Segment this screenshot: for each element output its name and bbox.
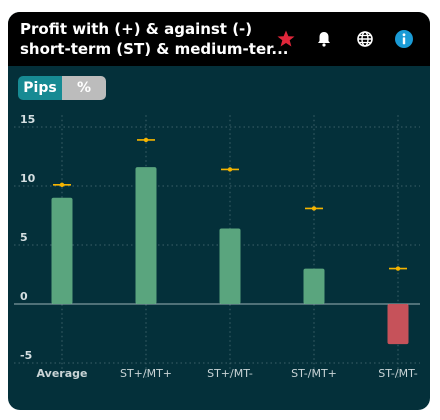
marker-dot (59, 182, 65, 188)
bar-average (51, 197, 73, 304)
y-tick-label: -5 (20, 349, 32, 362)
pips-toggle-button[interactable]: Pips (18, 76, 62, 100)
marker-dot (143, 137, 149, 143)
x-tick-label: ST+/MT- (207, 367, 253, 380)
bar-st-mt- (135, 167, 157, 304)
info-icon[interactable] (394, 29, 414, 49)
bar-st-mt- (219, 228, 241, 304)
marker-dot (227, 167, 233, 172)
title-line-2: short-term (ST) & medium-ter... (20, 40, 289, 58)
bar-st-mt- (387, 304, 409, 345)
chart-card: Profit with (+) & against (-) short-term… (8, 12, 430, 410)
star-icon[interactable] (276, 29, 296, 49)
unit-toggle[interactable]: Pips % (18, 76, 106, 100)
x-tick-label: ST-/MT+ (291, 367, 337, 380)
y-tick-label: 0 (20, 290, 28, 303)
bell-icon[interactable] (314, 29, 334, 49)
percent-toggle-button[interactable]: % (62, 76, 106, 100)
bar-st-mt- (303, 268, 325, 304)
y-tick-label: 10 (20, 172, 36, 185)
globe-icon[interactable] (355, 29, 375, 49)
header-bar: Profit with (+) & against (-) short-term… (8, 12, 430, 66)
y-tick-label: 15 (20, 113, 35, 126)
x-tick-label: Average (37, 367, 88, 380)
x-tick-label: ST-/MT- (378, 367, 418, 380)
chart-title: Profit with (+) & against (-) short-term… (20, 19, 289, 59)
x-tick-label: ST+/MT+ (120, 367, 172, 380)
marker-dot (395, 266, 401, 271)
y-tick-label: 5 (20, 231, 28, 244)
title-line-1: Profit with (+) & against (-) (20, 20, 253, 38)
bar-chart: 15 10 5 0 -5 Average ST+/MT+ ST+/MT- ST-/MT+ ST-/… (14, 113, 420, 380)
marker-dot (311, 206, 317, 211)
